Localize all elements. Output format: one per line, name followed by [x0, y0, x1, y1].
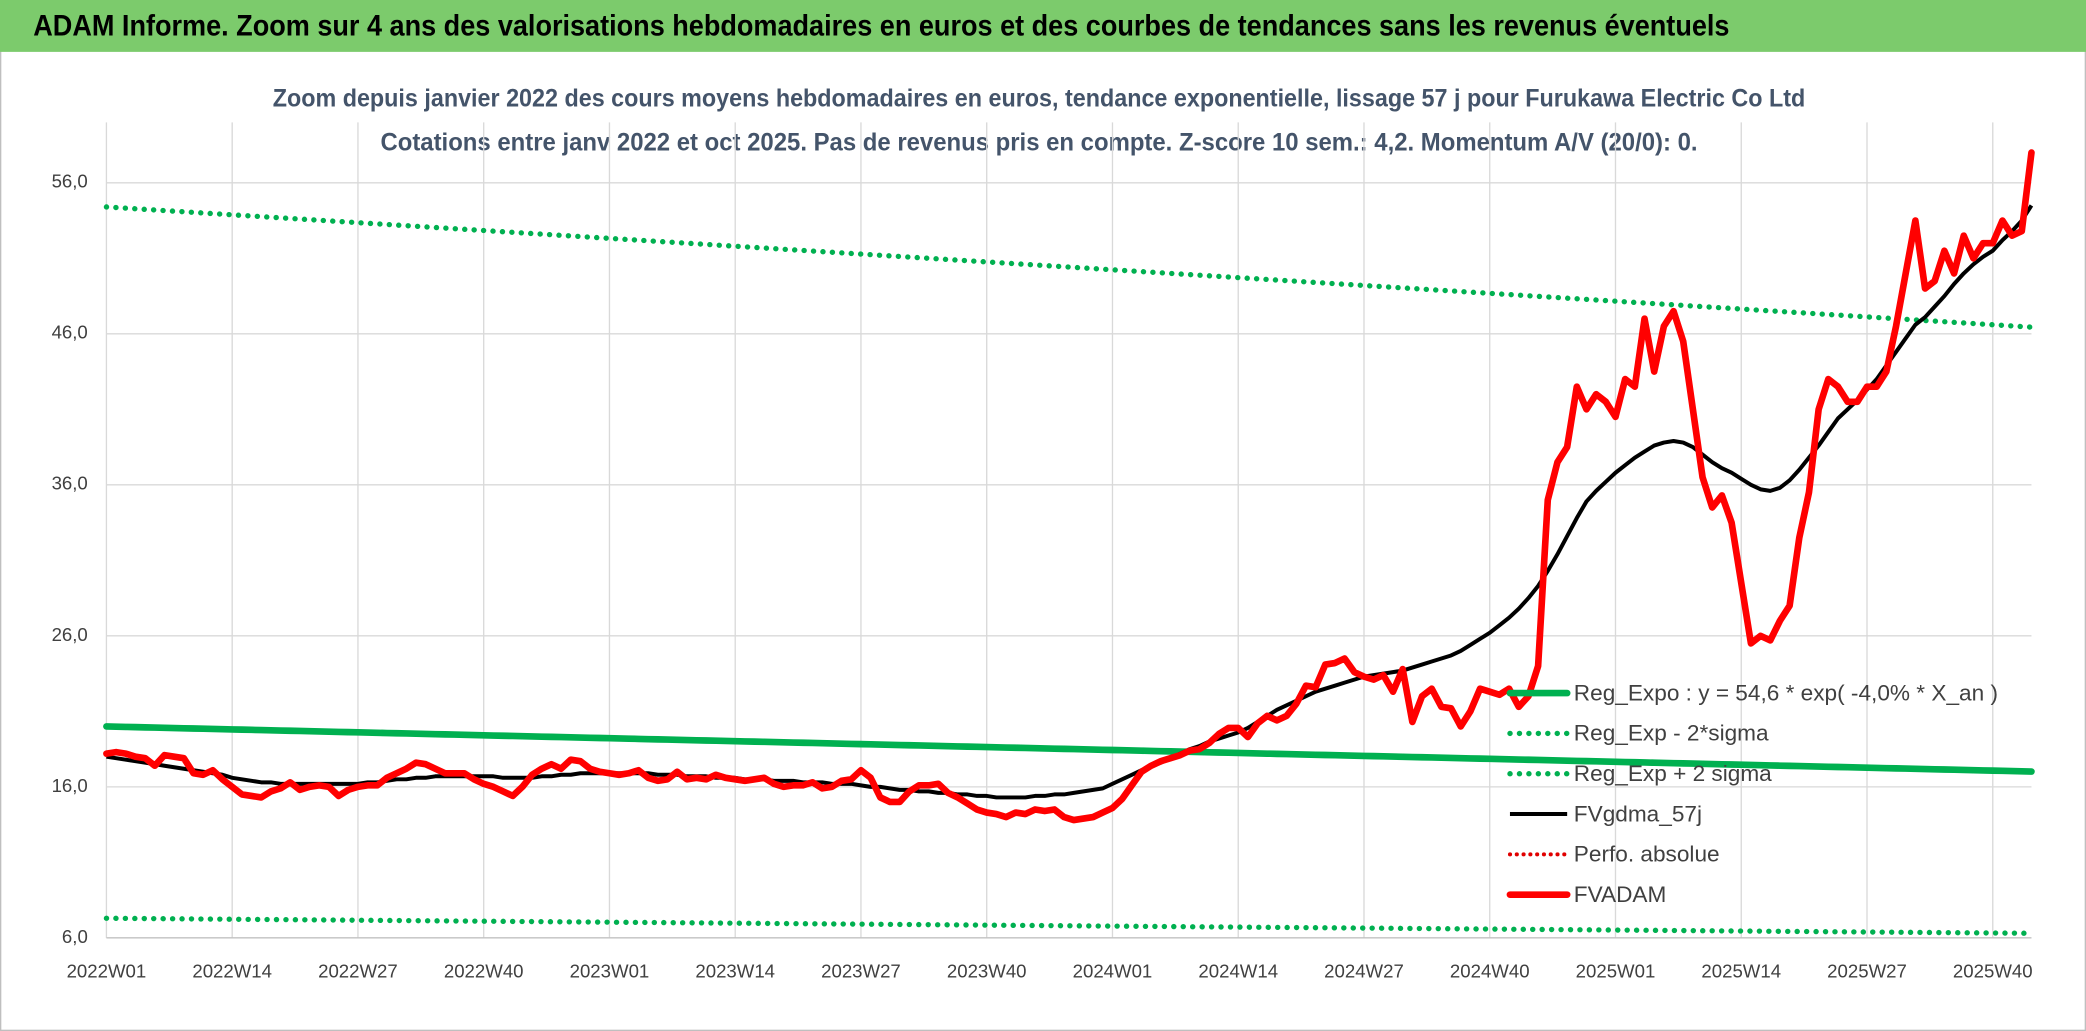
y-tick-label: 26,0: [52, 624, 88, 645]
series-line: [106, 204, 2034, 800]
y-tick-label: 16,0: [52, 775, 88, 796]
x-tick-label: 2025W27: [1827, 960, 1907, 981]
y-tick-label: 36,0: [52, 473, 88, 494]
legend-label: FVgdma_57j: [1574, 801, 1702, 826]
x-tick-label: 2023W40: [947, 960, 1027, 981]
x-tick-label: 2025W40: [1953, 960, 2033, 981]
x-tick-label: 2023W01: [570, 960, 650, 981]
y-tick-label: 46,0: [52, 322, 88, 343]
header-title: ADAM Informe. Zoom sur 4 ans des valoris…: [33, 11, 1729, 43]
chart-title: Zoom depuis janvier 2022 des cours moyen…: [273, 84, 1806, 112]
series-line: [103, 204, 2035, 330]
legend-label: Reg_Exp - 2*sigma: [1574, 721, 1769, 746]
x-tick-label: 2023W14: [695, 960, 775, 981]
x-tick-label: 2024W01: [1073, 960, 1153, 981]
y-tick-label: 56,0: [52, 171, 88, 192]
chart-subtitle: Cotations entre janv 2022 et oct 2025. P…: [380, 128, 1697, 156]
x-tick-label: 2023W27: [821, 960, 901, 981]
y-tick-label: 6,0: [62, 926, 88, 947]
x-tick-label: 2022W14: [192, 960, 272, 981]
x-tick-label: 2024W40: [1450, 960, 1530, 981]
x-tick-label: 2024W14: [1198, 960, 1278, 981]
header-bar: [0, 0, 2086, 52]
series-line: [103, 915, 2035, 936]
legend-label: Perfo. absolue: [1574, 842, 1720, 867]
legend-label: FVADAM: [1574, 882, 1667, 907]
x-tick-label: 2024W27: [1324, 960, 1404, 981]
x-tick-label: 2025W01: [1576, 960, 1656, 981]
legend-label: Reg_Expo : y = 54,6 * exp( -4,0% * X_an …: [1574, 680, 1998, 705]
legend-label: Reg_Exp + 2 sigma: [1574, 761, 1772, 786]
x-tick-label: 2022W40: [444, 960, 524, 981]
x-tick-label: 2022W01: [67, 960, 147, 981]
series-line: [103, 149, 2035, 824]
x-tick-label: 2022W27: [318, 960, 398, 981]
x-tick-label: 2025W14: [1701, 960, 1781, 981]
series-line: [103, 723, 2035, 775]
